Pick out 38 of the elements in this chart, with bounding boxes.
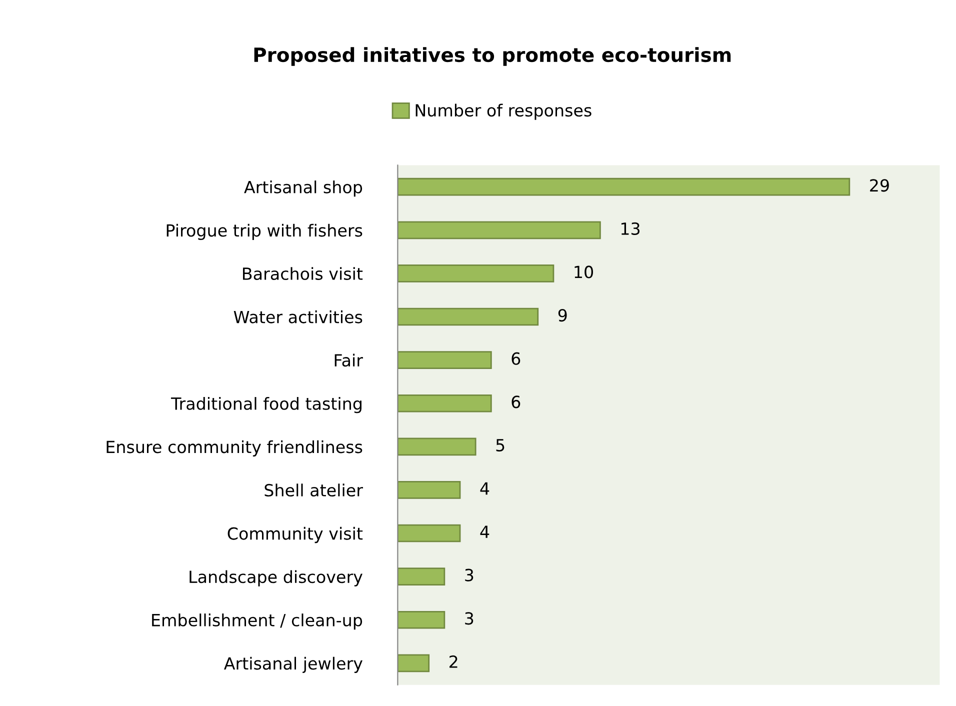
bar [398, 394, 492, 412]
y-tick-label: Ensure community friendliness [106, 440, 362, 456]
data-label: 6 [512, 352, 520, 365]
chart-title: Proposed initatives to promote eco-tourism [254, 47, 731, 66]
bar [398, 221, 601, 240]
y-tick-label: Embellishment / clean-up [152, 614, 362, 630]
data-label: 10 [574, 266, 594, 278]
y-tick-label: Barachois visit [243, 267, 363, 280]
data-label: 4 [480, 482, 490, 495]
y-tick-label: Fair [334, 354, 363, 367]
data-label: 6 [512, 396, 520, 408]
y-tick-label: Artisanal shop [244, 180, 362, 197]
bar [398, 351, 492, 369]
data-label: 5 [496, 439, 504, 452]
y-tick-label: Traditional food tasting [170, 397, 362, 414]
bar [398, 308, 539, 326]
data-label: 9 [558, 308, 567, 322]
bar [398, 178, 850, 196]
y-tick-label: Artisanal jewlery [224, 656, 362, 673]
y-tick-label: Community visit [228, 526, 363, 544]
bar [398, 481, 461, 499]
y-tick-label: Pirogue trip with fishers [166, 224, 362, 240]
data-label: 3 [465, 612, 474, 625]
y-tick-label: Landscape discovery [190, 570, 362, 586]
data-label: 3 [465, 568, 474, 582]
bar [398, 610, 446, 629]
bar [398, 264, 554, 282]
data-label: 2 [450, 655, 458, 668]
data-label: 4 [480, 526, 490, 538]
bar [398, 524, 461, 542]
legend-label: Number of responses [416, 104, 592, 120]
bar [398, 654, 430, 672]
data-label: 29 [870, 179, 889, 192]
y-tick-label: Shell atelier [264, 484, 363, 497]
bar [398, 438, 476, 456]
data-label: 13 [621, 222, 640, 235]
y-tick-label: Water activities [234, 310, 362, 324]
bar [398, 568, 446, 586]
